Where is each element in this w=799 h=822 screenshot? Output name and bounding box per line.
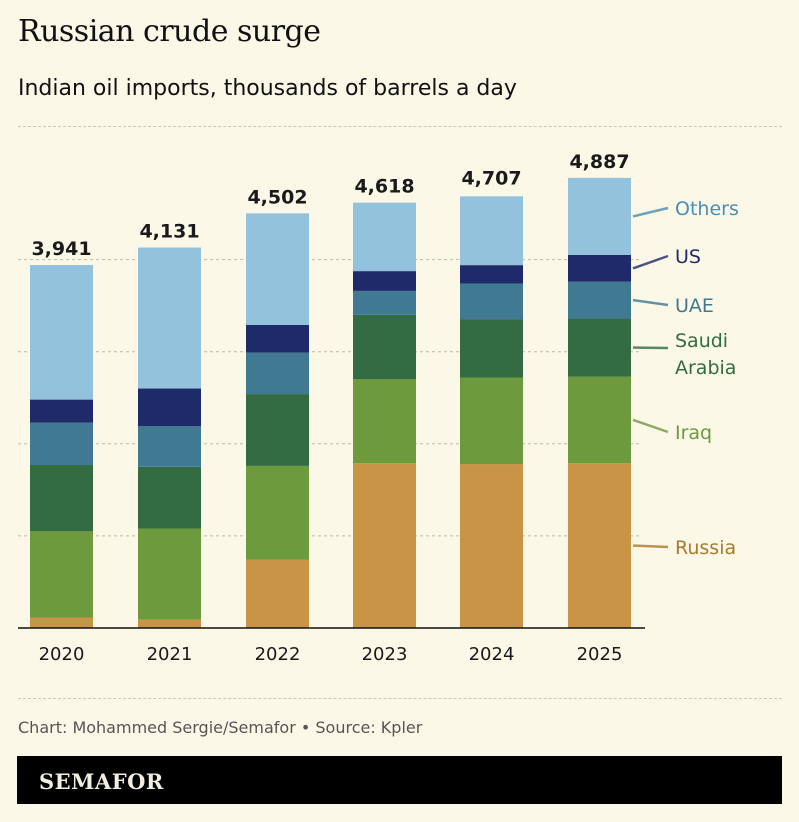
bar-segment-saudi-arabia: [138, 466, 201, 529]
legend-label-us: US: [675, 246, 701, 268]
legend-label-line: Arabia: [675, 357, 736, 379]
bar-segment-russia: [353, 463, 416, 628]
legend-leader-line: [632, 418, 669, 434]
bar-segment-uae: [138, 426, 201, 467]
bar-segment-others: [353, 202, 416, 272]
total-label: 3,941: [31, 238, 91, 260]
semafor-logo: SEMAFOR: [39, 769, 164, 794]
bar-segment-saudi-arabia: [460, 319, 523, 378]
bar-segment-us: [353, 271, 416, 291]
legend-label-uae: UAE: [675, 295, 714, 317]
total-label: 4,887: [569, 151, 629, 173]
x-tick-label: 2023: [362, 644, 408, 665]
bar-segment-russia: [138, 619, 201, 628]
x-tick-label: 2020: [39, 644, 85, 665]
bar-segment-iraq: [246, 465, 309, 560]
bar-segment-russia: [246, 559, 309, 628]
bar-segment-us: [568, 254, 631, 282]
x-tick-label: 2022: [255, 644, 301, 665]
legend-label-russia: Russia: [675, 537, 736, 559]
bar-segment-us: [460, 265, 523, 284]
legend-label-line: Saudi: [675, 330, 728, 352]
legend-label-iraq: Iraq: [675, 422, 712, 444]
bar-segment-iraq: [568, 376, 631, 464]
bottom-divider: [18, 698, 782, 699]
bar-segment-others: [138, 247, 201, 389]
bar-segment-iraq: [30, 531, 93, 618]
bar-segment-iraq: [138, 528, 201, 620]
bar-segment-uae: [30, 422, 93, 465]
bar-segment-uae: [353, 290, 416, 315]
legend-label-saudi-arabia: Saudi Arabia: [675, 330, 736, 379]
bar-segment-others: [460, 196, 523, 266]
chart-subtitle: Indian oil imports, thousands of barrels…: [18, 76, 517, 101]
bar-segment-uae: [246, 352, 309, 395]
bar-segment-others: [568, 177, 631, 255]
footer-bar: SEMAFOR: [17, 756, 782, 804]
bar-segment-russia: [568, 463, 631, 628]
legend-leader-line: [632, 206, 669, 218]
x-tick-label: 2021: [147, 644, 193, 665]
bar-segment-others: [30, 265, 93, 400]
legend-leader-line: [632, 544, 669, 549]
bar-segment-russia: [30, 617, 93, 628]
total-label: 4,707: [461, 167, 521, 189]
chart-credit: Chart: Mohammed Sergie/Semafor • Source:…: [18, 718, 423, 737]
bar-segment-saudi-arabia: [353, 314, 416, 380]
bar-segment-us: [138, 388, 201, 427]
legend-label-others: Others: [675, 198, 739, 220]
bar-segment-russia: [460, 464, 523, 628]
bar-segment-iraq: [460, 377, 523, 465]
bar-segment-others: [246, 213, 309, 325]
bar-segment-saudi-arabia: [568, 318, 631, 377]
total-label: 4,618: [354, 176, 414, 198]
bar-segment-uae: [460, 283, 523, 320]
total-label: 4,131: [139, 221, 199, 243]
bar-segment-iraq: [353, 379, 416, 464]
bar-segment-us: [246, 324, 309, 353]
legend-leader-line: [632, 254, 669, 270]
x-tick-label: 2025: [577, 644, 623, 665]
bar-segment-us: [30, 399, 93, 423]
bar-segment-saudi-arabia: [30, 464, 93, 532]
total-label: 4,502: [247, 186, 307, 208]
bar-segment-uae: [568, 281, 631, 319]
legend-leader-line: [632, 298, 669, 307]
chart-title: Russian crude surge: [18, 14, 321, 49]
stacked-bar-chart: 3,941 2020 4,131 2021 4,502 2022 4,618 2023 4,70…: [18, 151, 739, 665]
top-divider: [18, 126, 782, 127]
bar-segment-saudi-arabia: [246, 394, 309, 466]
x-tick-label: 2024: [469, 644, 515, 665]
